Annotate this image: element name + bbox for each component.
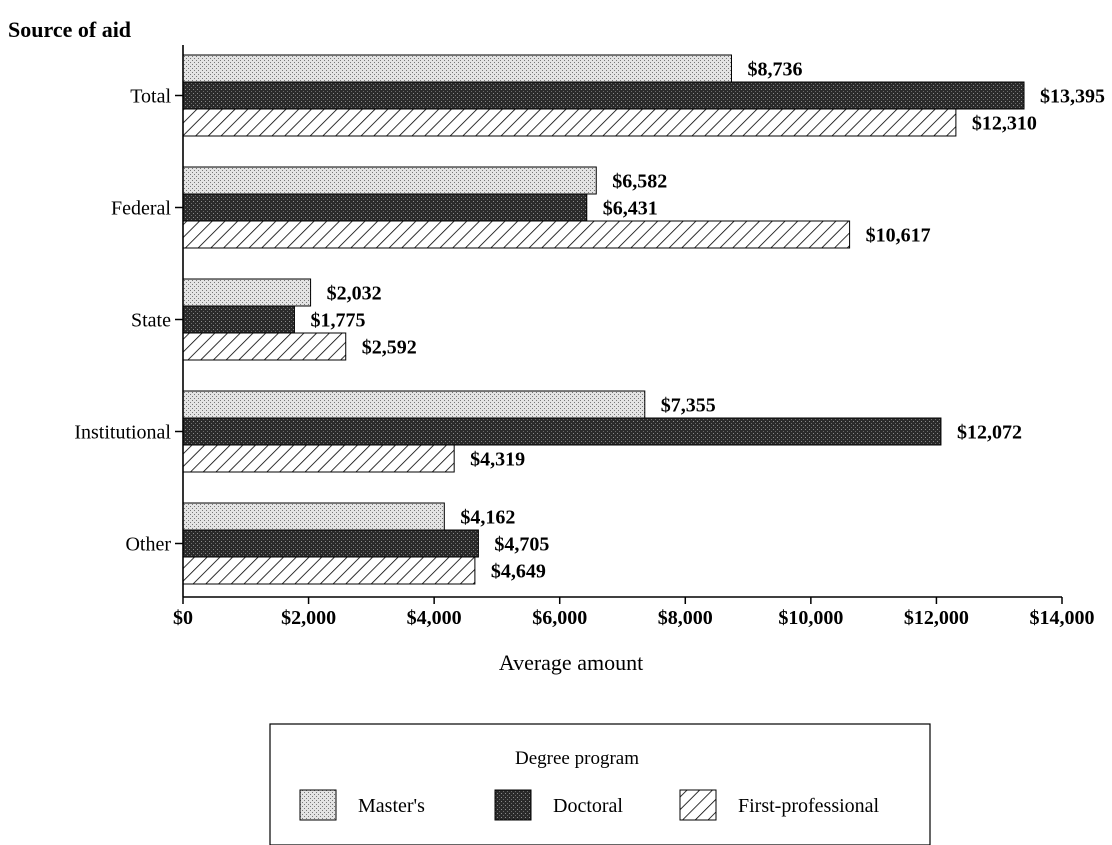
x-tick-label: $8,000 <box>658 607 713 629</box>
x-tick-label: $4,000 <box>407 607 462 629</box>
data-label-state-first-professional: $2,592 <box>362 337 417 359</box>
category-label-institutional: Institutional <box>74 422 171 444</box>
data-label-federal-doctoral: $6,431 <box>603 198 658 220</box>
category-label-other: Other <box>125 534 171 556</box>
legend-label-doctoral: Doctoral <box>553 795 623 817</box>
bar-other-master-s <box>182 502 445 531</box>
x-tick-label: $12,000 <box>904 607 969 629</box>
bar-state-master-s <box>182 278 312 307</box>
bar-state-doctoral <box>182 305 295 334</box>
x-axis-title: Average amount <box>499 650 643 675</box>
legend-items: Master's Doctoral First-professional <box>299 789 880 821</box>
y-axis-title: Source of aid <box>8 17 131 42</box>
x-tick-label: $14,000 <box>1030 607 1095 629</box>
category-label-federal: Federal <box>111 198 171 220</box>
x-tick-label: $0 <box>173 607 193 629</box>
axis-layer: Total Federal State Institutional Other $0 $2,… <box>74 45 1095 629</box>
legend-swatch-first-professional <box>679 789 717 821</box>
legend-title: Degree program <box>515 748 639 769</box>
category-label-total: Total <box>130 86 171 108</box>
category-label-state: State <box>131 310 171 332</box>
bar-total-doctoral <box>182 81 1025 110</box>
bar-institutional-first-professional <box>182 444 455 473</box>
legend-swatch-doctoral <box>494 789 532 821</box>
x-tick-label: $2,000 <box>281 607 336 629</box>
bar-institutional-doctoral <box>182 417 942 446</box>
data-label-federal-first-professional: $10,617 <box>866 225 931 247</box>
bar-total-master-s <box>182 54 732 83</box>
legend-label-first-professional: First-professional <box>738 795 880 817</box>
legend-swatch-master-s <box>299 789 337 821</box>
data-label-state-doctoral: $1,775 <box>310 310 365 332</box>
data-label-other-first-professional: $4,649 <box>491 561 546 583</box>
data-label-institutional-first-professional: $4,319 <box>470 449 525 471</box>
data-label-state-master-s: $2,032 <box>327 283 382 305</box>
legend: Degree program Master's Doctoral First-pro… <box>269 723 931 845</box>
bar-total-first-professional <box>182 108 957 137</box>
data-label-other-master-s: $4,162 <box>460 507 515 529</box>
bar-other-doctoral <box>182 529 479 558</box>
data-label-total-first-professional: $12,310 <box>972 113 1037 135</box>
x-tick-label: $10,000 <box>778 607 843 629</box>
bar-other-first-professional <box>182 556 476 585</box>
bar-federal-first-professional <box>182 220 851 249</box>
bar-federal-master-s <box>182 166 597 195</box>
bars-layer: $8,736 $13,395$12,310 $6,582 $6,431 $10,617 $… <box>182 54 1105 585</box>
bar-institutional-master-s <box>182 390 646 419</box>
data-label-other-doctoral: $4,705 <box>494 534 549 556</box>
data-label-institutional-doctoral: $12,072 <box>957 422 1022 444</box>
legend-box <box>269 723 931 845</box>
data-label-total-doctoral: $13,395 <box>1040 86 1105 108</box>
legend-label-master-s: Master's <box>358 795 425 817</box>
x-tick-label: $6,000 <box>532 607 587 629</box>
bar-federal-doctoral <box>182 193 588 222</box>
data-label-institutional-master-s: $7,355 <box>661 395 716 417</box>
data-label-federal-master-s: $6,582 <box>612 171 667 193</box>
bar-state-first-professional <box>182 332 347 361</box>
data-label-total-master-s: $8,736 <box>747 59 802 81</box>
